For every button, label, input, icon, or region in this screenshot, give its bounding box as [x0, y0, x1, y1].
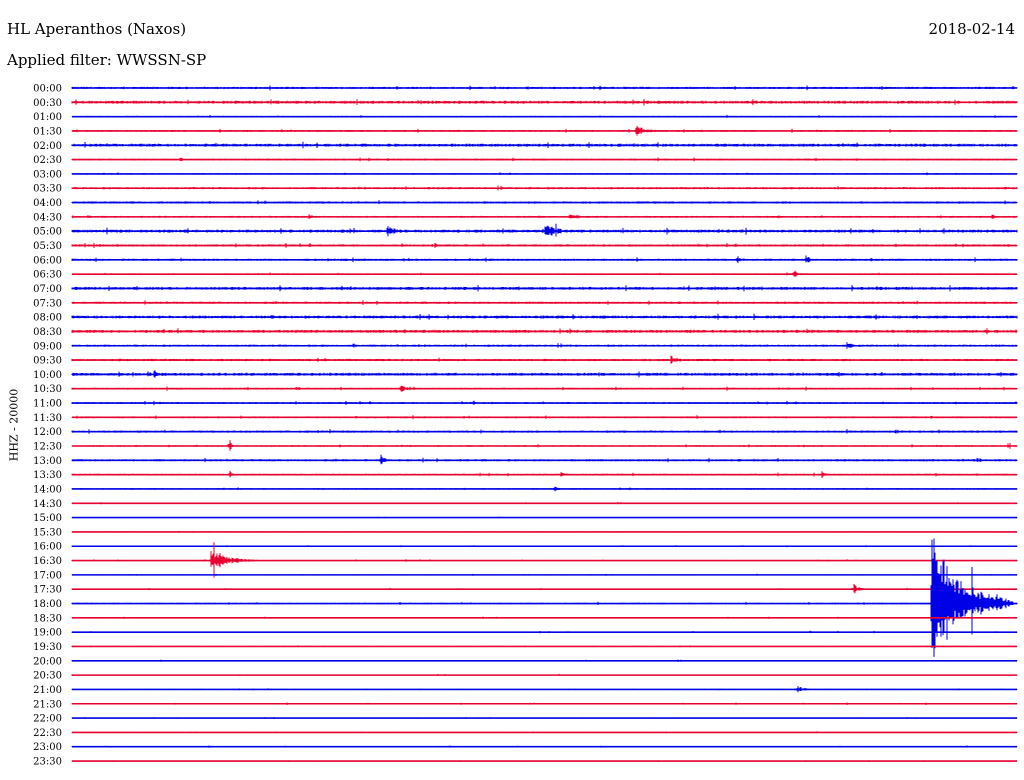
row-time-label: 01:00 [33, 112, 62, 123]
row-time-label: 04:30 [33, 212, 62, 223]
row-time-label: 23:30 [33, 757, 62, 768]
row-time-label: 11:30 [33, 413, 62, 424]
row-time-label: 02:30 [33, 155, 62, 166]
row-time-label: 13:00 [33, 456, 62, 467]
row-time-label: 21:30 [33, 699, 62, 710]
row-time-label: 17:00 [33, 570, 62, 581]
row-time-label: 11:00 [33, 399, 62, 410]
row-time-label: 18:30 [33, 613, 62, 624]
row-time-label: 04:00 [33, 198, 62, 209]
date-label: 2018-02-14 [928, 20, 1015, 38]
row-time-label: 20:00 [33, 656, 62, 667]
row-time-label: 10:30 [33, 384, 62, 395]
row-time-label: 03:30 [33, 184, 62, 195]
row-time-label: 03:00 [33, 169, 62, 180]
row-time-label: 15:00 [33, 513, 62, 524]
row-time-label: 12:30 [33, 442, 62, 453]
row-time-label: 16:00 [33, 542, 62, 553]
row-time-label: 07:30 [33, 298, 62, 309]
row-time-label: 22:30 [33, 728, 62, 739]
row-time-label: 12:00 [33, 427, 62, 438]
row-time-label: 05:30 [33, 241, 62, 252]
row-time-label: 14:00 [33, 484, 62, 495]
row-time-label: 17:30 [33, 585, 62, 596]
row-time-label: 09:00 [33, 341, 62, 352]
row-time-label: 08:30 [33, 327, 62, 338]
row-time-label: 06:00 [33, 255, 62, 266]
row-time-label: 13:30 [33, 470, 62, 481]
row-time-label: 05:00 [33, 227, 62, 238]
trace-1300 [71, 454, 1018, 465]
row-time-label: 02:00 [33, 141, 62, 152]
row-time-label: 01:30 [33, 126, 62, 137]
row-time-label: 19:30 [33, 642, 62, 653]
row-time-label: 07:00 [33, 284, 62, 295]
filter-label: Applied filter: WWSSN-SP [7, 51, 207, 69]
row-time-label: 14:30 [33, 499, 62, 510]
row-time-label: 09:30 [33, 356, 62, 367]
row-time-label: 08:00 [33, 313, 62, 324]
row-time-label: 06:30 [33, 270, 62, 281]
trace-0500 [71, 223, 1018, 237]
row-time-label: 21:00 [33, 685, 62, 696]
row-time-label: 00:30 [33, 98, 62, 109]
row-time-label: 20:30 [33, 671, 62, 682]
station-title: HL Aperanthos (Naxos) [7, 20, 187, 38]
row-time-label: 23:00 [33, 742, 62, 753]
row-time-label: 16:30 [33, 556, 62, 567]
row-time-label: 19:00 [33, 628, 62, 639]
row-time-label: 00:00 [33, 84, 62, 95]
row-time-label: 18:00 [33, 599, 62, 610]
row-time-label: 22:00 [33, 714, 62, 725]
row-time-label: 15:30 [33, 527, 62, 538]
row-time-label: 10:00 [33, 370, 62, 381]
